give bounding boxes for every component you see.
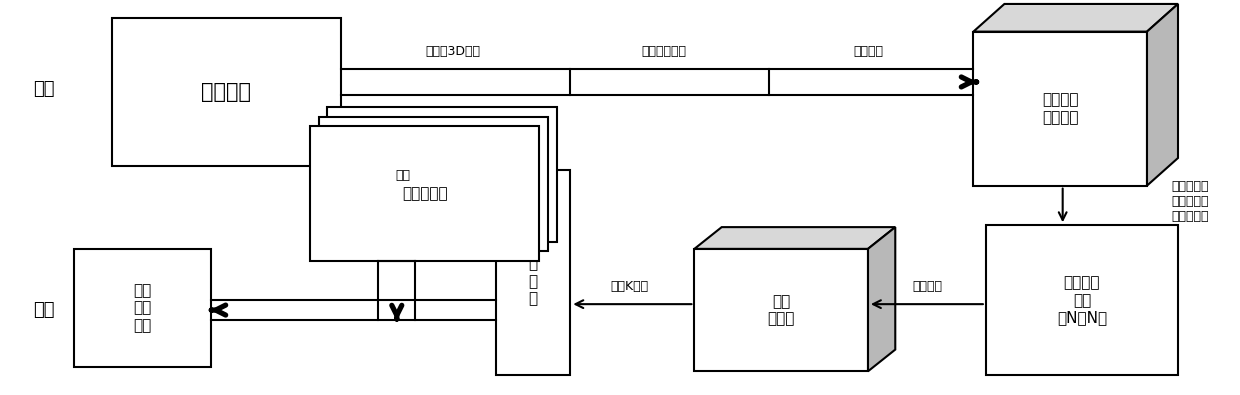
Text: 特
征
向
量: 特 征 向 量 <box>528 239 538 306</box>
Text: 降采样，去噪: 降采样，去噪 <box>641 45 686 58</box>
Bar <box>112 18 341 166</box>
Bar <box>310 126 539 261</box>
Text: 表面距离
矩阵
（N＊N）: 表面距离 矩阵 （N＊N） <box>1056 275 1107 325</box>
Polygon shape <box>1147 4 1178 186</box>
Bar <box>74 249 211 367</box>
Bar <box>327 107 557 242</box>
Text: 对比: 对比 <box>396 169 410 182</box>
Polygon shape <box>868 227 895 371</box>
Text: 重建后的
三维人脸: 重建后的 三维人脸 <box>1042 92 1079 125</box>
Text: 最终
识别
结果: 最终 识别 结果 <box>134 283 151 333</box>
Text: 特征数据库: 特征数据库 <box>402 186 448 201</box>
Polygon shape <box>694 227 895 249</box>
Text: 转换为3D点云: 转换为3D点云 <box>425 45 480 58</box>
Bar <box>694 249 868 371</box>
Bar <box>986 225 1178 375</box>
Text: 深度图片: 深度图片 <box>201 82 252 102</box>
Bar <box>973 32 1147 186</box>
Text: 输出: 输出 <box>32 301 55 319</box>
Bar <box>319 117 548 251</box>
Text: 输入: 输入 <box>32 80 55 98</box>
Bar <box>496 170 570 375</box>
Text: 计算人脸中
所有点之间
的表面距离: 计算人脸中 所有点之间 的表面距离 <box>1172 180 1209 223</box>
Text: 表面重建: 表面重建 <box>853 45 883 58</box>
Text: 人脸
标准型: 人脸 标准型 <box>768 294 795 326</box>
Text: 计算K阶矩: 计算K阶矩 <box>611 280 649 293</box>
Polygon shape <box>973 4 1178 32</box>
Text: 等距映射: 等距映射 <box>913 280 942 293</box>
